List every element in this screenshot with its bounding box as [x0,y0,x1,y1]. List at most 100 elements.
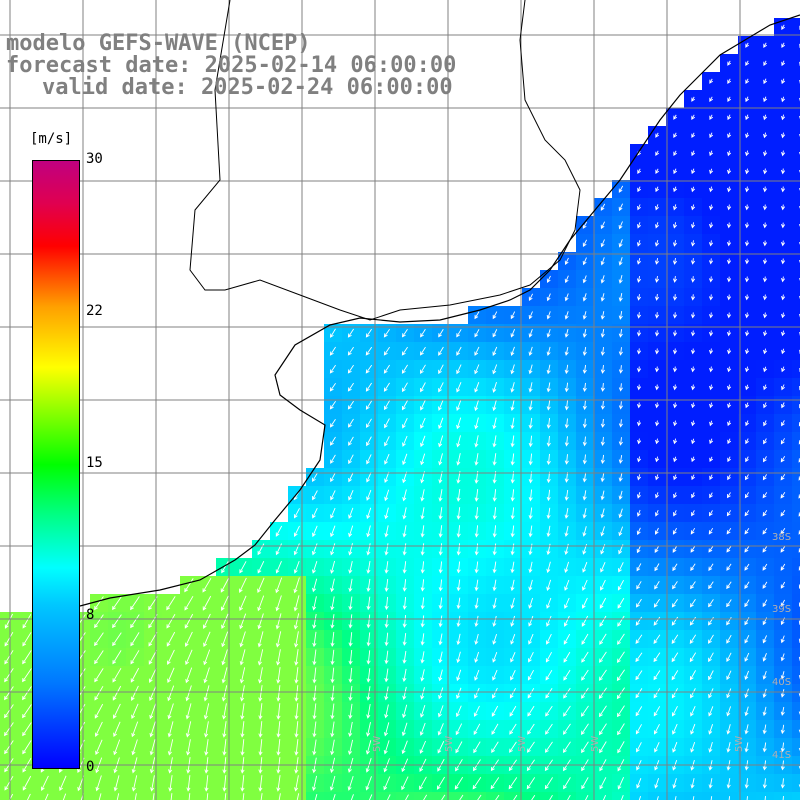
wind-arrow [330,472,336,483]
wind-arrow [726,778,731,789]
wind-arrow [166,613,176,629]
wind-arrow [528,435,533,448]
speed-cell [792,666,800,684]
wind-arrow [780,689,785,698]
wind-arrow [492,561,497,574]
wind-arrow [545,705,553,717]
wind-arrow [384,543,389,556]
wind-arrow [4,775,14,791]
wind-arrow [546,615,552,627]
speed-cell [414,792,432,800]
wind-arrow [402,686,407,701]
wind-arrow [564,489,569,501]
wind-arrow [691,96,696,102]
speed-cell [792,540,800,558]
wind-arrow [600,508,605,519]
wind-arrow [528,543,533,556]
wind-arrow [438,399,444,411]
wind-arrow [655,492,659,499]
wind-arrow [781,78,786,85]
wind-arrow [438,489,443,502]
wind-arrow [762,599,768,608]
wind-arrow [420,417,426,429]
wind-arrow [564,525,569,537]
wind-arrow [242,793,245,800]
wind-arrow [330,543,336,556]
wind-arrow [582,579,588,591]
wind-arrow [330,667,335,684]
wind-arrow [330,649,335,666]
wind-arrow [744,778,749,789]
wind-arrow [763,168,768,175]
wind-arrow [22,613,32,629]
wind-arrow [420,435,426,448]
speed-cell [792,486,800,504]
wind-arrow [4,722,14,737]
speed-cell [216,792,234,800]
wind-arrow [673,132,678,139]
wind-arrow [474,615,479,628]
wind-arrow [618,347,623,356]
wind-arrow [402,579,407,592]
wind-arrow [275,631,282,648]
wind-arrow [618,257,623,266]
wind-arrow [222,721,227,738]
wind-arrow [168,775,173,792]
wind-arrow [672,778,677,789]
wind-arrow [671,616,679,626]
wind-arrow [167,721,174,738]
wind-arrow [510,615,516,627]
wind-arrow [401,329,408,338]
wind-arrow [582,418,587,429]
wind-arrow [673,114,678,120]
wind-arrow [709,456,714,463]
wind-arrow [112,632,122,647]
wind-arrow [582,508,587,519]
wind-arrow [780,456,786,463]
wind-arrow [726,258,732,265]
speed-cell [72,792,90,800]
wind-arrow [600,347,605,356]
wind-arrow [166,649,175,665]
wind-arrow [420,561,425,574]
wind-arrow [636,545,642,554]
wind-arrow [564,561,570,574]
speed-cell [792,684,800,702]
wind-arrow [636,312,642,319]
wind-arrow [727,78,732,85]
wind-arrow [709,150,714,157]
wind-arrow [492,346,498,356]
wind-arrow [366,650,371,665]
wind-arrow [546,453,551,466]
wind-arrow [510,346,515,356]
wind-arrow [492,687,498,699]
wind-arrow [348,649,353,665]
wind-arrow [600,490,605,501]
wind-arrow [582,346,587,356]
wind-arrow [544,777,553,790]
wind-arrow [689,599,696,608]
wind-arrow [744,634,750,644]
speed-cell [486,792,504,800]
wind-arrow [599,579,606,591]
wind-arrow [726,222,732,229]
wind-arrow [636,598,642,608]
wind-arrow [456,579,461,592]
wind-arrow [508,777,518,790]
wind-arrow [293,525,300,537]
wind-arrow [405,794,409,800]
wind-arrow [653,616,661,626]
wind-arrow [546,471,551,484]
wind-arrow [492,435,497,448]
wind-arrow [582,526,587,537]
wind-arrow [708,741,713,753]
wind-arrow [600,365,605,374]
wind-arrow [763,150,768,157]
wind-arrow [528,382,533,393]
wind-arrow [691,204,696,211]
wind-arrow [366,507,372,520]
wind-arrow [455,741,463,754]
wind-arrow [690,312,696,319]
wind-arrow [112,614,122,629]
wind-arrow [275,595,282,612]
